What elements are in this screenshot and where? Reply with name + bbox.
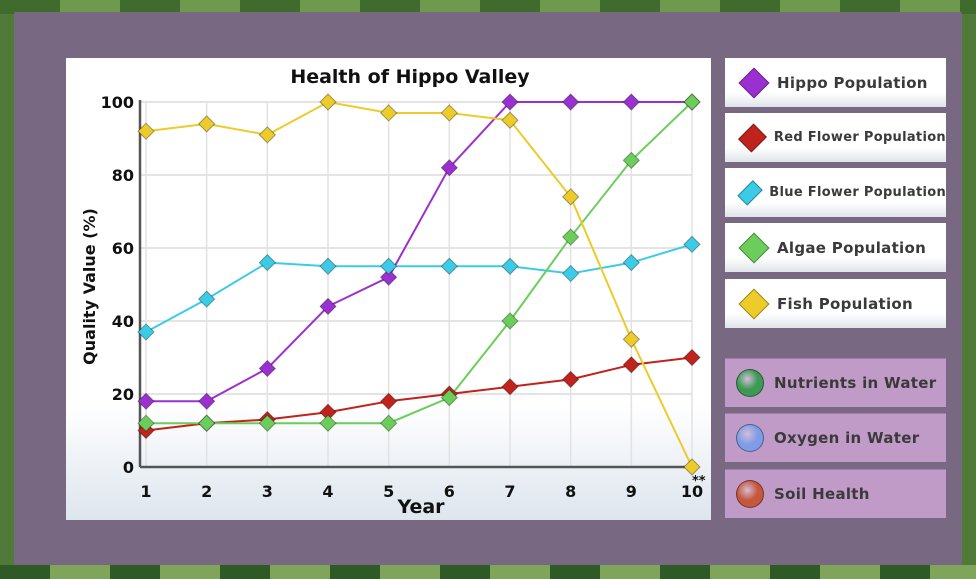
legend-label: Fish Population <box>777 294 913 313</box>
y-tick-label: 80 <box>112 166 134 185</box>
data-point <box>319 257 337 275</box>
legend-label: Oxygen in Water <box>774 429 920 447</box>
data-point <box>258 253 277 272</box>
data-point <box>683 458 701 476</box>
data-point <box>501 93 519 111</box>
legend-item[interactable]: Oxygen in Water <box>725 413 946 462</box>
y-tick-label: 20 <box>112 385 134 404</box>
x-tick-label: 1 <box>140 482 151 501</box>
footnote-marker: ** <box>692 474 706 489</box>
data-point <box>137 122 155 140</box>
data-point <box>440 257 459 275</box>
x-tick-label: 9 <box>626 482 637 501</box>
data-point <box>501 111 519 129</box>
series-line <box>145 100 693 468</box>
legend-label: Soil Health <box>774 485 870 503</box>
data-point <box>622 356 641 374</box>
data-point <box>683 235 701 254</box>
data-point <box>622 330 641 348</box>
x-tick-label: 5 <box>383 482 394 501</box>
data-point <box>319 297 337 316</box>
legend-item[interactable]: Soil Health <box>725 469 946 518</box>
series-line <box>146 101 693 425</box>
y-axis-title: Quality Value (%) <box>80 208 99 365</box>
data-point <box>319 414 337 432</box>
x-tick-label: 8 <box>565 482 576 501</box>
legend-label: Hippo Population <box>777 73 928 92</box>
data-point <box>319 93 337 111</box>
data-point <box>501 377 519 396</box>
x-tick-label: 2 <box>201 482 212 501</box>
data-point <box>622 253 641 272</box>
chart-card: Health of Hippo Valley 0 20 40 60 80 100 1 2 3 4 5 6… <box>66 58 711 520</box>
legend-item[interactable]: Nutrients in Water <box>725 358 946 407</box>
data-point <box>561 93 580 111</box>
data-point <box>379 104 398 122</box>
data-point <box>561 188 580 206</box>
data-point <box>197 290 216 308</box>
data-point <box>197 414 216 432</box>
y-tick-label: 40 <box>112 312 134 331</box>
diamond-marker-icon <box>737 123 767 152</box>
y-tick-label: 0 <box>123 458 134 477</box>
diamond-marker-icon <box>738 231 770 264</box>
x-tick-label: 4 <box>322 482 333 501</box>
data-point <box>258 359 277 378</box>
series-line <box>146 101 692 403</box>
legend-label: Blue Flower Population <box>769 185 946 200</box>
data-point <box>561 228 580 246</box>
data-point <box>137 392 155 411</box>
background-strip-bottom <box>0 565 976 579</box>
legend-label: Nutrients in Water <box>774 374 937 392</box>
data-point <box>622 151 641 170</box>
data-point <box>137 323 155 341</box>
data-point <box>379 268 398 286</box>
data-point <box>501 257 519 275</box>
circle-marker-icon <box>736 480 764 508</box>
data-point <box>440 158 459 177</box>
series-line <box>145 356 693 432</box>
legend-item[interactable]: Blue Flower Population <box>725 168 946 217</box>
legend-item[interactable]: Red Flower Population <box>725 113 946 162</box>
data-point <box>379 257 398 275</box>
background-strip-top <box>0 0 976 14</box>
line-chart: Health of Hippo Valley 0 20 40 60 80 100 1 2 3 4 5 6… <box>80 66 703 518</box>
legend-item[interactable]: Fish Population <box>725 279 946 328</box>
diamond-marker-icon <box>738 66 770 99</box>
data-point <box>197 392 216 411</box>
x-tick-label: 10 <box>681 482 703 501</box>
data-point <box>258 414 277 432</box>
data-point <box>137 414 155 432</box>
data-point <box>379 392 398 411</box>
legend-item[interactable]: Hippo Population <box>725 58 946 107</box>
diamond-marker-icon <box>737 179 763 206</box>
data-point <box>379 414 398 432</box>
data-point <box>622 93 641 111</box>
y-tick-label: 100 <box>101 93 134 112</box>
data-point <box>440 388 459 407</box>
data-point <box>501 312 519 330</box>
legend-label: Red Flower Population <box>773 130 946 145</box>
data-point <box>258 126 277 144</box>
legend-item[interactable]: Algae Population <box>725 223 946 272</box>
circle-marker-icon <box>736 424 764 452</box>
data-point <box>683 93 701 111</box>
diamond-marker-icon <box>738 287 770 320</box>
data-point <box>440 104 459 122</box>
legend-label: Algae Population <box>777 238 927 257</box>
data-point <box>683 348 701 367</box>
y-tick-label: 60 <box>112 239 134 258</box>
data-point <box>197 115 216 133</box>
data-point <box>561 370 580 389</box>
data-point <box>561 264 580 283</box>
x-tick-label: 3 <box>262 482 273 501</box>
x-tick-label: 7 <box>504 482 515 501</box>
circle-marker-icon <box>736 369 764 397</box>
chart-title: Health of Hippo Valley <box>290 66 530 88</box>
x-tick-label: 6 <box>444 482 455 501</box>
x-axis-title: Year <box>396 496 445 518</box>
